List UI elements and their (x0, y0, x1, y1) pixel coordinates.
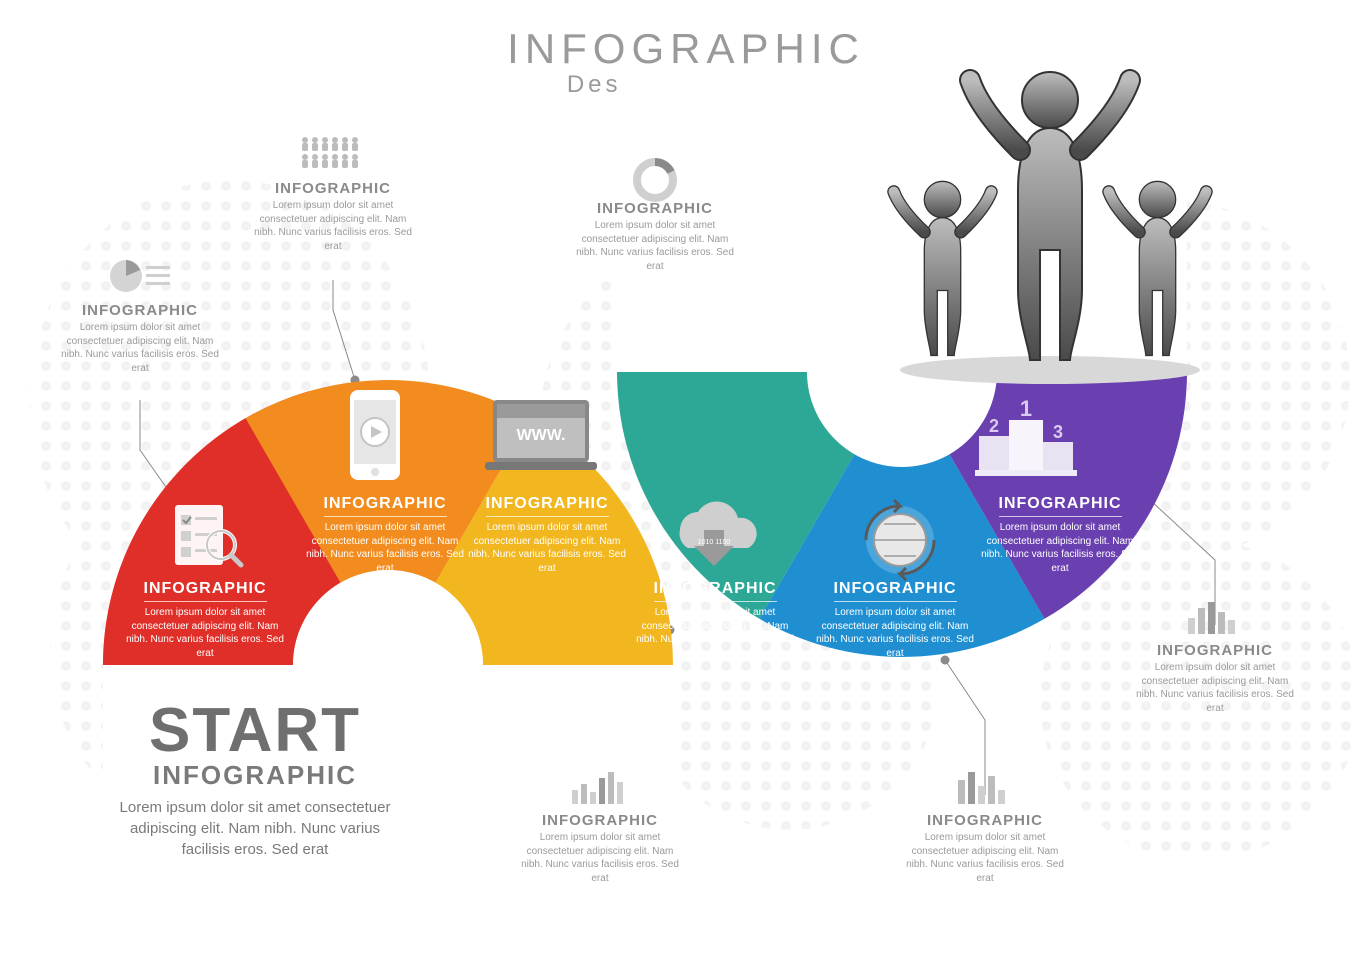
laptop-www-icon: WWW. (485, 400, 597, 470)
segment-title: INFOGRAPHIC (144, 580, 267, 602)
segment-body: Lorem ipsum dolor sit amet consectetuer … (810, 606, 980, 660)
callout-body: Lorem ipsum dolor sit amet consectetuer … (900, 831, 1070, 885)
callout-title: INFOGRAPHIC (900, 812, 1070, 829)
segment-title: INFOGRAPHIC (654, 580, 777, 602)
callout-title: INFOGRAPHIC (248, 180, 418, 197)
callout-title: INFOGRAPHIC (515, 812, 685, 829)
start-body: Lorem ipsum dolor sit amet consectetuer … (110, 797, 400, 860)
svg-text:1010 1100: 1010 1100 (698, 539, 731, 546)
callout-body: Lorem ipsum dolor sit amet consectetuer … (248, 199, 418, 253)
segment-yellow-text: INFOGRAPHIC Lorem ipsum dolor sit amet c… (462, 495, 632, 575)
segment-purple-text: INFOGRAPHIC Lorem ipsum dolor sit amet c… (975, 495, 1145, 575)
svg-text:WWW.: WWW. (517, 427, 566, 444)
svg-text:2: 2 (989, 416, 999, 436)
callout-5: INFOGRAPHIC Lorem ipsum dolor sit amet c… (900, 812, 1070, 885)
callout-title: INFOGRAPHIC (55, 302, 225, 319)
start-subtitle: INFOGRAPHIC (110, 760, 400, 791)
svg-text:3: 3 (1053, 422, 1063, 442)
segment-orange-text: INFOGRAPHIC Lorem ipsum dolor sit amet c… (300, 495, 470, 575)
svg-text:1: 1 (1020, 396, 1032, 421)
callout-title: INFOGRAPHIC (570, 200, 740, 217)
segment-teal-text: INFOGRAPHIC Lorem ipsum dolor sit amet c… (630, 580, 800, 660)
segment-title: INFOGRAPHIC (324, 495, 447, 517)
callout-body: Lorem ipsum dolor sit amet consectetuer … (515, 831, 685, 885)
callout-title: INFOGRAPHIC (1130, 642, 1300, 659)
callout-body: Lorem ipsum dolor sit amet consectetuer … (55, 321, 225, 375)
segment-body: Lorem ipsum dolor sit amet consectetuer … (300, 521, 470, 575)
segment-body: Lorem ipsum dolor sit amet consectetuer … (120, 606, 290, 660)
phone-play-icon (350, 390, 400, 480)
segment-title: INFOGRAPHIC (486, 495, 609, 517)
callout-2: INFOGRAPHIC Lorem ipsum dolor sit amet c… (248, 180, 418, 253)
start-block: START INFOGRAPHIC Lorem ipsum dolor sit … (110, 695, 400, 860)
segment-red-text: INFOGRAPHIC Lorem ipsum dolor sit amet c… (120, 580, 290, 660)
segment-body: Lorem ipsum dolor sit amet consectetuer … (975, 521, 1145, 575)
callout-3: INFOGRAPHIC Lorem ipsum dolor sit amet c… (570, 200, 740, 273)
callout-body: Lorem ipsum dolor sit amet consectetuer … (570, 219, 740, 273)
callout-body: Lorem ipsum dolor sit amet consectetuer … (1130, 661, 1300, 715)
callout-6: INFOGRAPHIC Lorem ipsum dolor sit amet c… (1130, 642, 1300, 715)
start-title: START (110, 695, 400, 766)
segment-body: Lorem ipsum dolor sit amet consectetuer … (630, 606, 800, 660)
segment-title: INFOGRAPHIC (834, 580, 957, 602)
callout-4: INFOGRAPHIC Lorem ipsum dolor sit amet c… (515, 812, 685, 885)
segment-body: Lorem ipsum dolor sit amet consectetuer … (462, 521, 632, 575)
callout-1: INFOGRAPHIC Lorem ipsum dolor sit amet c… (55, 302, 225, 375)
segment-title: INFOGRAPHIC (999, 495, 1122, 517)
segment-blue-text: INFOGRAPHIC Lorem ipsum dolor sit amet c… (810, 580, 980, 660)
